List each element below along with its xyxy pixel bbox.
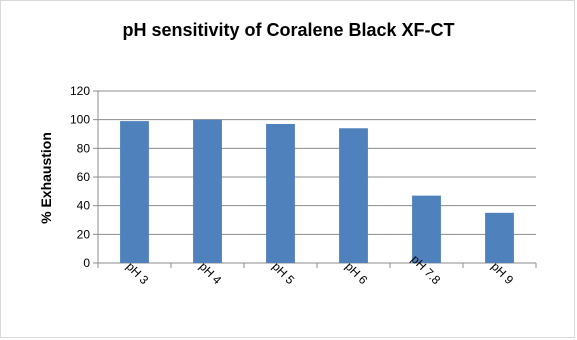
bar: [266, 123, 295, 263]
chart-title: pH sensitivity of Coralene Black XF-CT: [122, 20, 455, 40]
bar: [485, 212, 514, 263]
bar: [339, 128, 368, 263]
y-tick-label: 100: [70, 113, 90, 127]
y-tick-label: 60: [77, 170, 91, 184]
bar: [193, 119, 222, 264]
bar: [412, 195, 441, 263]
bar: [120, 121, 149, 263]
y-tick-label: 120: [70, 84, 90, 98]
y-tick-label: 80: [77, 141, 91, 155]
y-tick-label: 20: [77, 227, 91, 241]
y-tick-label: 0: [83, 256, 90, 270]
y-tick-label: 40: [77, 199, 91, 213]
